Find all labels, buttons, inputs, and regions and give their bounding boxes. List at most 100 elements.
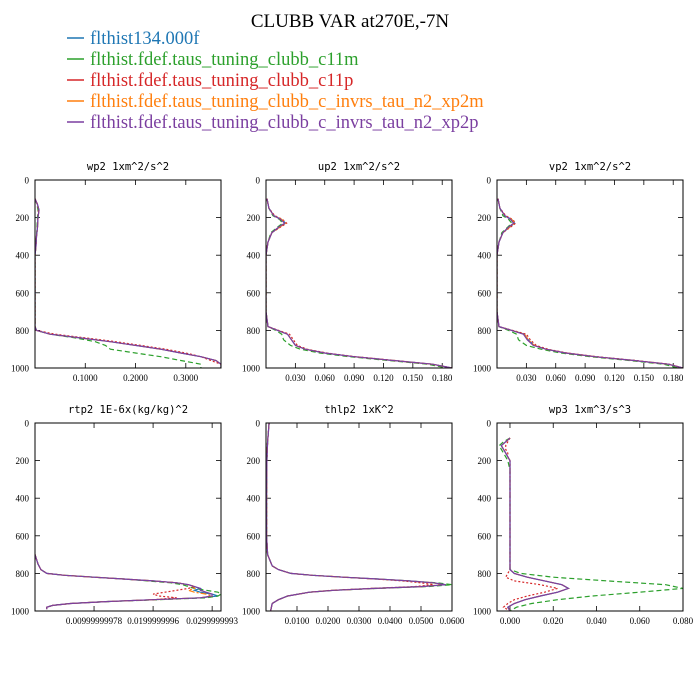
- series-line-5: [266, 423, 446, 611]
- y-tick-label: 1000: [242, 364, 261, 374]
- y-tick-label: 400: [478, 251, 492, 261]
- x-tick-label: 0.090: [575, 373, 596, 383]
- x-tick-label: 0.060: [315, 373, 336, 383]
- series-line-3: [502, 437, 558, 611]
- y-tick-label: 1000: [242, 607, 261, 617]
- x-tick-label: 0.00999999978: [66, 616, 123, 626]
- legend-label-1: flthist134.000f: [90, 29, 200, 49]
- series-line-5: [497, 198, 683, 368]
- plot-frame: [496, 422, 684, 612]
- panel-title: thlp2 1xK^2: [324, 404, 394, 416]
- y-tick-label: 0: [256, 176, 261, 186]
- panel-3: vp2 1xm^2/s^2 0 200 400 600 800 1000 0.030 0.060…: [473, 161, 684, 383]
- series-line-1: [35, 198, 221, 368]
- series-line-5: [500, 437, 570, 611]
- series-line-4: [35, 198, 221, 368]
- series-line-4: [35, 554, 213, 610]
- panel-1: wp2 1xm^2/s^2 0 200 400 600 800 1000 0.1000 0.20…: [11, 161, 222, 383]
- y-tick-label: 200: [247, 213, 261, 223]
- panels: wp2 1xm^2/s^2 0 200 400 600 800 1000 0.1000 0.20…: [11, 161, 694, 626]
- x-tick-label: 0.0199999996: [127, 616, 179, 626]
- y-tick-label: 400: [16, 494, 30, 504]
- series-line-5: [266, 198, 452, 368]
- y-tick-label: 400: [247, 494, 261, 504]
- y-tick-label: 800: [16, 326, 30, 336]
- plot-frame: [496, 179, 684, 369]
- y-tick-label: 600: [247, 531, 261, 541]
- x-tick-label: 0.000: [500, 616, 521, 626]
- y-tick-label: 600: [16, 531, 30, 541]
- panel-title: vp2 1xm^2/s^2: [549, 161, 631, 173]
- series-line-5: [35, 198, 221, 368]
- x-tick-label: 0.0100: [285, 616, 310, 626]
- y-tick-label: 200: [247, 456, 261, 466]
- y-tick-label: 1000: [473, 364, 492, 374]
- panel-title: rtp2 1E-6x(kg/kg)^2: [68, 404, 188, 416]
- y-tick-label: 800: [478, 326, 492, 336]
- panel-5: thlp2 1xK^2 0 200 400 600 800 1000 0.0100 0.0200…: [242, 404, 465, 626]
- panel-title: up2 1xm^2/s^2: [318, 161, 400, 173]
- x-tick-label: 0.1000: [73, 373, 98, 383]
- series-line-3: [266, 423, 434, 611]
- y-tick-label: 600: [247, 288, 261, 298]
- series-line-3: [497, 198, 683, 368]
- x-tick-label: 0.060: [630, 616, 651, 626]
- legend-label-5: flthist.fdef.taus_tuning_clubb_c_invrs_t…: [90, 113, 478, 133]
- y-tick-label: 0: [487, 419, 492, 429]
- y-tick-label: 200: [478, 213, 492, 223]
- y-tick-label: 0: [25, 419, 30, 429]
- panel-6: wp3 1xm^3/s^3 0 200 400 600 800 1000 0.000 0.020…: [473, 404, 694, 626]
- y-tick-label: 200: [16, 456, 30, 466]
- y-tick-label: 0: [487, 176, 492, 186]
- series-line-2: [497, 198, 679, 368]
- y-tick-label: 0: [256, 419, 261, 429]
- legend-label-4: flthist.fdef.taus_tuning_clubb_c_invrs_t…: [90, 92, 484, 112]
- series-line-4: [497, 198, 683, 368]
- legend-label-2: flthist.fdef.taus_tuning_clubb_c11m: [90, 50, 359, 70]
- y-tick-label: 800: [247, 569, 261, 579]
- x-tick-label: 0.0299999993: [186, 616, 238, 626]
- y-tick-label: 600: [16, 288, 30, 298]
- figure-title: CLUBB VAR at270E,-7N: [251, 11, 450, 32]
- plot-frame: [265, 422, 453, 612]
- x-tick-label: 0.0600: [440, 616, 465, 626]
- x-tick-label: 0.090: [344, 373, 365, 383]
- x-tick-label: 0.0200: [316, 616, 341, 626]
- x-tick-label: 0.020: [543, 616, 564, 626]
- x-tick-label: 0.080: [673, 616, 694, 626]
- x-tick-label: 0.040: [586, 616, 607, 626]
- x-tick-label: 0.120: [604, 373, 625, 383]
- x-tick-label: 0.0300: [347, 616, 372, 626]
- panel-2: up2 1xm^2/s^2 0 200 400 600 800 1000 0.030 0.060…: [242, 161, 453, 383]
- x-tick-label: 0.0400: [378, 616, 403, 626]
- x-tick-label: 0.060: [546, 373, 567, 383]
- y-tick-label: 1000: [473, 607, 492, 617]
- y-tick-label: 400: [478, 494, 492, 504]
- y-tick-label: 1000: [11, 364, 30, 374]
- x-tick-label: 0.150: [634, 373, 655, 383]
- series-line-5: [35, 554, 213, 610]
- series-line-2: [498, 437, 683, 611]
- panel-4: rtp2 1E-6x(kg/kg)^2 0 200 400 600 800 1000 0.00…: [11, 404, 239, 626]
- y-tick-label: 800: [478, 569, 492, 579]
- y-tick-label: 800: [16, 569, 30, 579]
- x-tick-label: 0.0500: [409, 616, 434, 626]
- x-tick-label: 0.150: [403, 373, 424, 383]
- y-tick-label: 0: [25, 176, 30, 186]
- series-line-1: [497, 198, 683, 368]
- legend: flthist134.000fflthist.fdef.taus_tuning_…: [67, 29, 484, 133]
- series-line-1: [500, 437, 570, 611]
- x-tick-label: 0.2000: [123, 373, 148, 383]
- legend-label-3: flthist.fdef.taus_tuning_clubb_c11p: [90, 71, 353, 91]
- x-tick-label: 0.180: [663, 373, 684, 383]
- series-line-2: [266, 198, 448, 368]
- panel-title: wp3 1xm^3/s^3: [549, 404, 631, 416]
- x-tick-label: 0.180: [432, 373, 453, 383]
- x-tick-label: 0.120: [373, 373, 394, 383]
- y-tick-label: 200: [16, 213, 30, 223]
- y-tick-label: 600: [478, 288, 492, 298]
- plot-frame: [34, 179, 222, 369]
- y-tick-label: 600: [478, 531, 492, 541]
- plot-frame: [265, 179, 453, 369]
